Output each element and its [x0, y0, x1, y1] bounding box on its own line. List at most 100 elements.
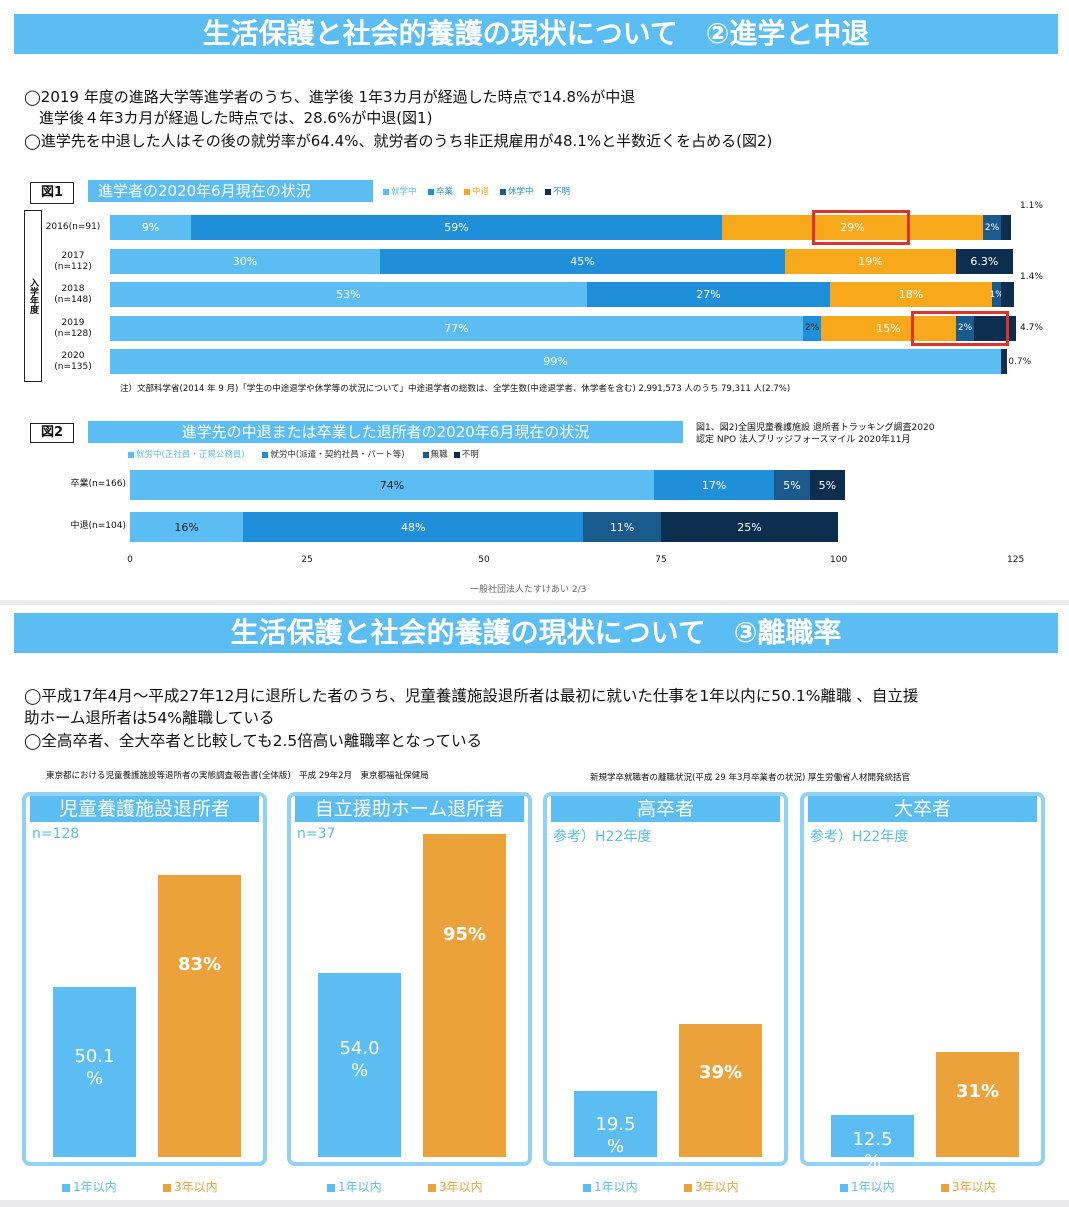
legend-label: 1年以内: [851, 1180, 895, 1194]
legend-label: 3年以内: [952, 1180, 996, 1194]
fig1-bar-segment: [1001, 215, 1011, 240]
section1-bullet-3: ◯進学先を中退した人はその後の就労率が64.4%、就労者のうち非正規雇用が48.…: [24, 132, 773, 150]
fig1-bar-segment: 18%: [830, 282, 992, 307]
fig1-legend-item: 就学中: [383, 185, 417, 197]
chart-bar: 19.5 %: [574, 1090, 657, 1157]
fig2-x-tick: 125: [1007, 555, 1025, 565]
chart-card-title: 大卒者: [808, 796, 1037, 822]
chart-bar: 50.1 %: [53, 986, 136, 1157]
fig2-data-label: 48%: [400, 520, 426, 534]
fig1-outside-label: 1.1%: [1020, 201, 1043, 211]
fig2-legend-item: 不明: [453, 448, 479, 460]
fig2-x-tick: 100: [830, 555, 848, 565]
fig1-data-label: 0.7%: [1008, 356, 1032, 367]
fig1-side-label-text: 入学年度: [28, 278, 38, 314]
fig1-footnote: 注）文部科学省(2014 年 9 月)「学生の中途退学や休学等の状況について」中…: [120, 384, 791, 394]
fig1-bar-segment: 2%: [956, 315, 974, 341]
fig1-bar-segment: 15%: [821, 315, 956, 341]
fig1-bar-segment: 0.7%: [1001, 349, 1031, 374]
fig2-title: 進学先の中退または卒業した退所者の2020年6月現在の状況: [88, 421, 683, 443]
fig2-bar-segment: 16%: [130, 512, 244, 542]
legend-swatch: [262, 451, 269, 458]
legend-swatch: [327, 1183, 335, 1192]
fig1-category-label: 2019 (n=128): [54, 317, 92, 339]
fig2-legend-item: 就労中(派遣・契約社員・パート等): [262, 448, 405, 460]
fig1-legend-item: 卒業: [428, 185, 453, 197]
fig1-highlight-box: [911, 310, 1009, 346]
legend-label: 就学中: [391, 187, 417, 197]
fig1-side-label: 入学年度: [24, 210, 42, 382]
fig2-legend-item: 就労中(正社員・正規公務員): [128, 448, 245, 460]
fig2-legend-item: 無職: [422, 448, 448, 460]
legend-label: 不明: [553, 187, 571, 197]
legend-swatch: [583, 1183, 591, 1192]
chart-card: [287, 792, 532, 1166]
chart-bar-label: 83%: [177, 953, 222, 975]
fig2-x-tick: 50: [478, 555, 490, 565]
fig2-data-label: 25%: [737, 520, 762, 534]
legend-swatch: [545, 188, 551, 195]
chart-legend-item: 1年以内: [327, 1178, 382, 1195]
chart-bar-label: 95%: [442, 924, 487, 946]
chart-bar: 54.0 %: [318, 973, 401, 1157]
legend-swatch: [428, 188, 434, 195]
chart-bar: 12.5 %: [831, 1114, 914, 1173]
fig1-bar-segment: 45%: [380, 248, 785, 274]
fig2-x-tick: 75: [655, 555, 667, 565]
fig1-bar-segment: 53%: [110, 282, 587, 307]
fig1-data-label: 45%: [570, 254, 595, 268]
legend-label: 中退: [472, 187, 490, 197]
chart-bar-label: 19.5 %: [595, 1113, 636, 1157]
fig1-bar-segment: 19%: [785, 248, 956, 274]
fig2-data-label: 5%: [818, 478, 837, 492]
fig1-bar-segment: 99%: [110, 349, 1001, 374]
section2-source-left: 東京都における児童養護施設等退所者の実態調査報告書(全体版) 平成 29年2月 …: [46, 771, 429, 781]
org-footer: 一般社団法人たすけあい 2/3: [470, 585, 587, 595]
legend-swatch: [128, 451, 134, 458]
fig1-legend-item: 中退: [464, 185, 489, 197]
legend-label: 1年以内: [338, 1180, 382, 1194]
chart-card-title: 児童養護施設退所者: [30, 796, 259, 822]
fig1-data-label: 99%: [543, 355, 568, 368]
legend-label: 不明: [461, 450, 479, 460]
chart-bar: 95%: [423, 834, 506, 1157]
legend-label: 1年以内: [594, 1180, 638, 1194]
legend-swatch: [941, 1183, 949, 1192]
fig1-bar-segment: [1001, 282, 1014, 307]
fig1-bar-segment: 2%: [983, 215, 1001, 240]
legend-swatch: [500, 188, 506, 195]
legend-label: 就労中(派遣・契約社員・パート等): [270, 450, 405, 460]
fig1-bar-segment: 77%: [110, 315, 803, 341]
chart-legend-item: 3年以内: [163, 1178, 218, 1195]
chart-legend-item: 3年以内: [428, 1178, 483, 1195]
fig1-category-label: 2020 (n=135): [54, 351, 92, 372]
chart-card: [22, 792, 267, 1166]
legend-label: 3年以内: [695, 1180, 739, 1194]
fig2-category-label: 卒業(n=166): [70, 479, 126, 489]
fig1-data-label: 19%: [858, 254, 883, 268]
fig2-source: 図1、図2)全国児童養護施設 退所者トラッキング調査2020 認定 NPO 法人…: [696, 423, 935, 445]
fig1-data-label: 2%: [957, 323, 973, 333]
fig1-data-label: 2%: [984, 222, 1000, 233]
fig2-category-label: 中退(n=104): [70, 521, 126, 531]
chart-bar-label: 31%: [955, 1081, 1000, 1103]
section2-title: 生活保護と社会的養護の現状について ③離職率: [14, 613, 1058, 653]
section2-bullet-1: ◯平成17年4月～平成27年12月に退所した者のうち、児童養護施設退所者は最初に…: [24, 687, 919, 705]
fig1-data-label: 53%: [336, 288, 361, 301]
chart-card-title: 高卒者: [551, 796, 780, 822]
fig2-bar-segment: 74%: [130, 470, 654, 500]
fig1-outside-label: 4.7%: [1020, 322, 1043, 333]
chart-legend-item: 1年以内: [840, 1178, 895, 1195]
fig1-data-label: 77%: [444, 321, 469, 335]
chart-bar-label: 39%: [698, 1061, 743, 1083]
chart-bar-label: 12.5 %: [852, 1129, 893, 1173]
fig1-data-label: 6.3%: [970, 254, 999, 268]
fig2-label: 図2: [30, 423, 74, 443]
fig2-bar-segment: 11%: [583, 512, 661, 542]
chart-bar-label: 50.1 %: [74, 1046, 115, 1090]
fig1-bar-segment: 2%: [803, 315, 821, 341]
legend-swatch: [453, 451, 460, 458]
fig1-label: 図1: [30, 182, 74, 204]
chart-card: [800, 792, 1045, 1166]
legend-label: 1年以内: [73, 1180, 117, 1194]
